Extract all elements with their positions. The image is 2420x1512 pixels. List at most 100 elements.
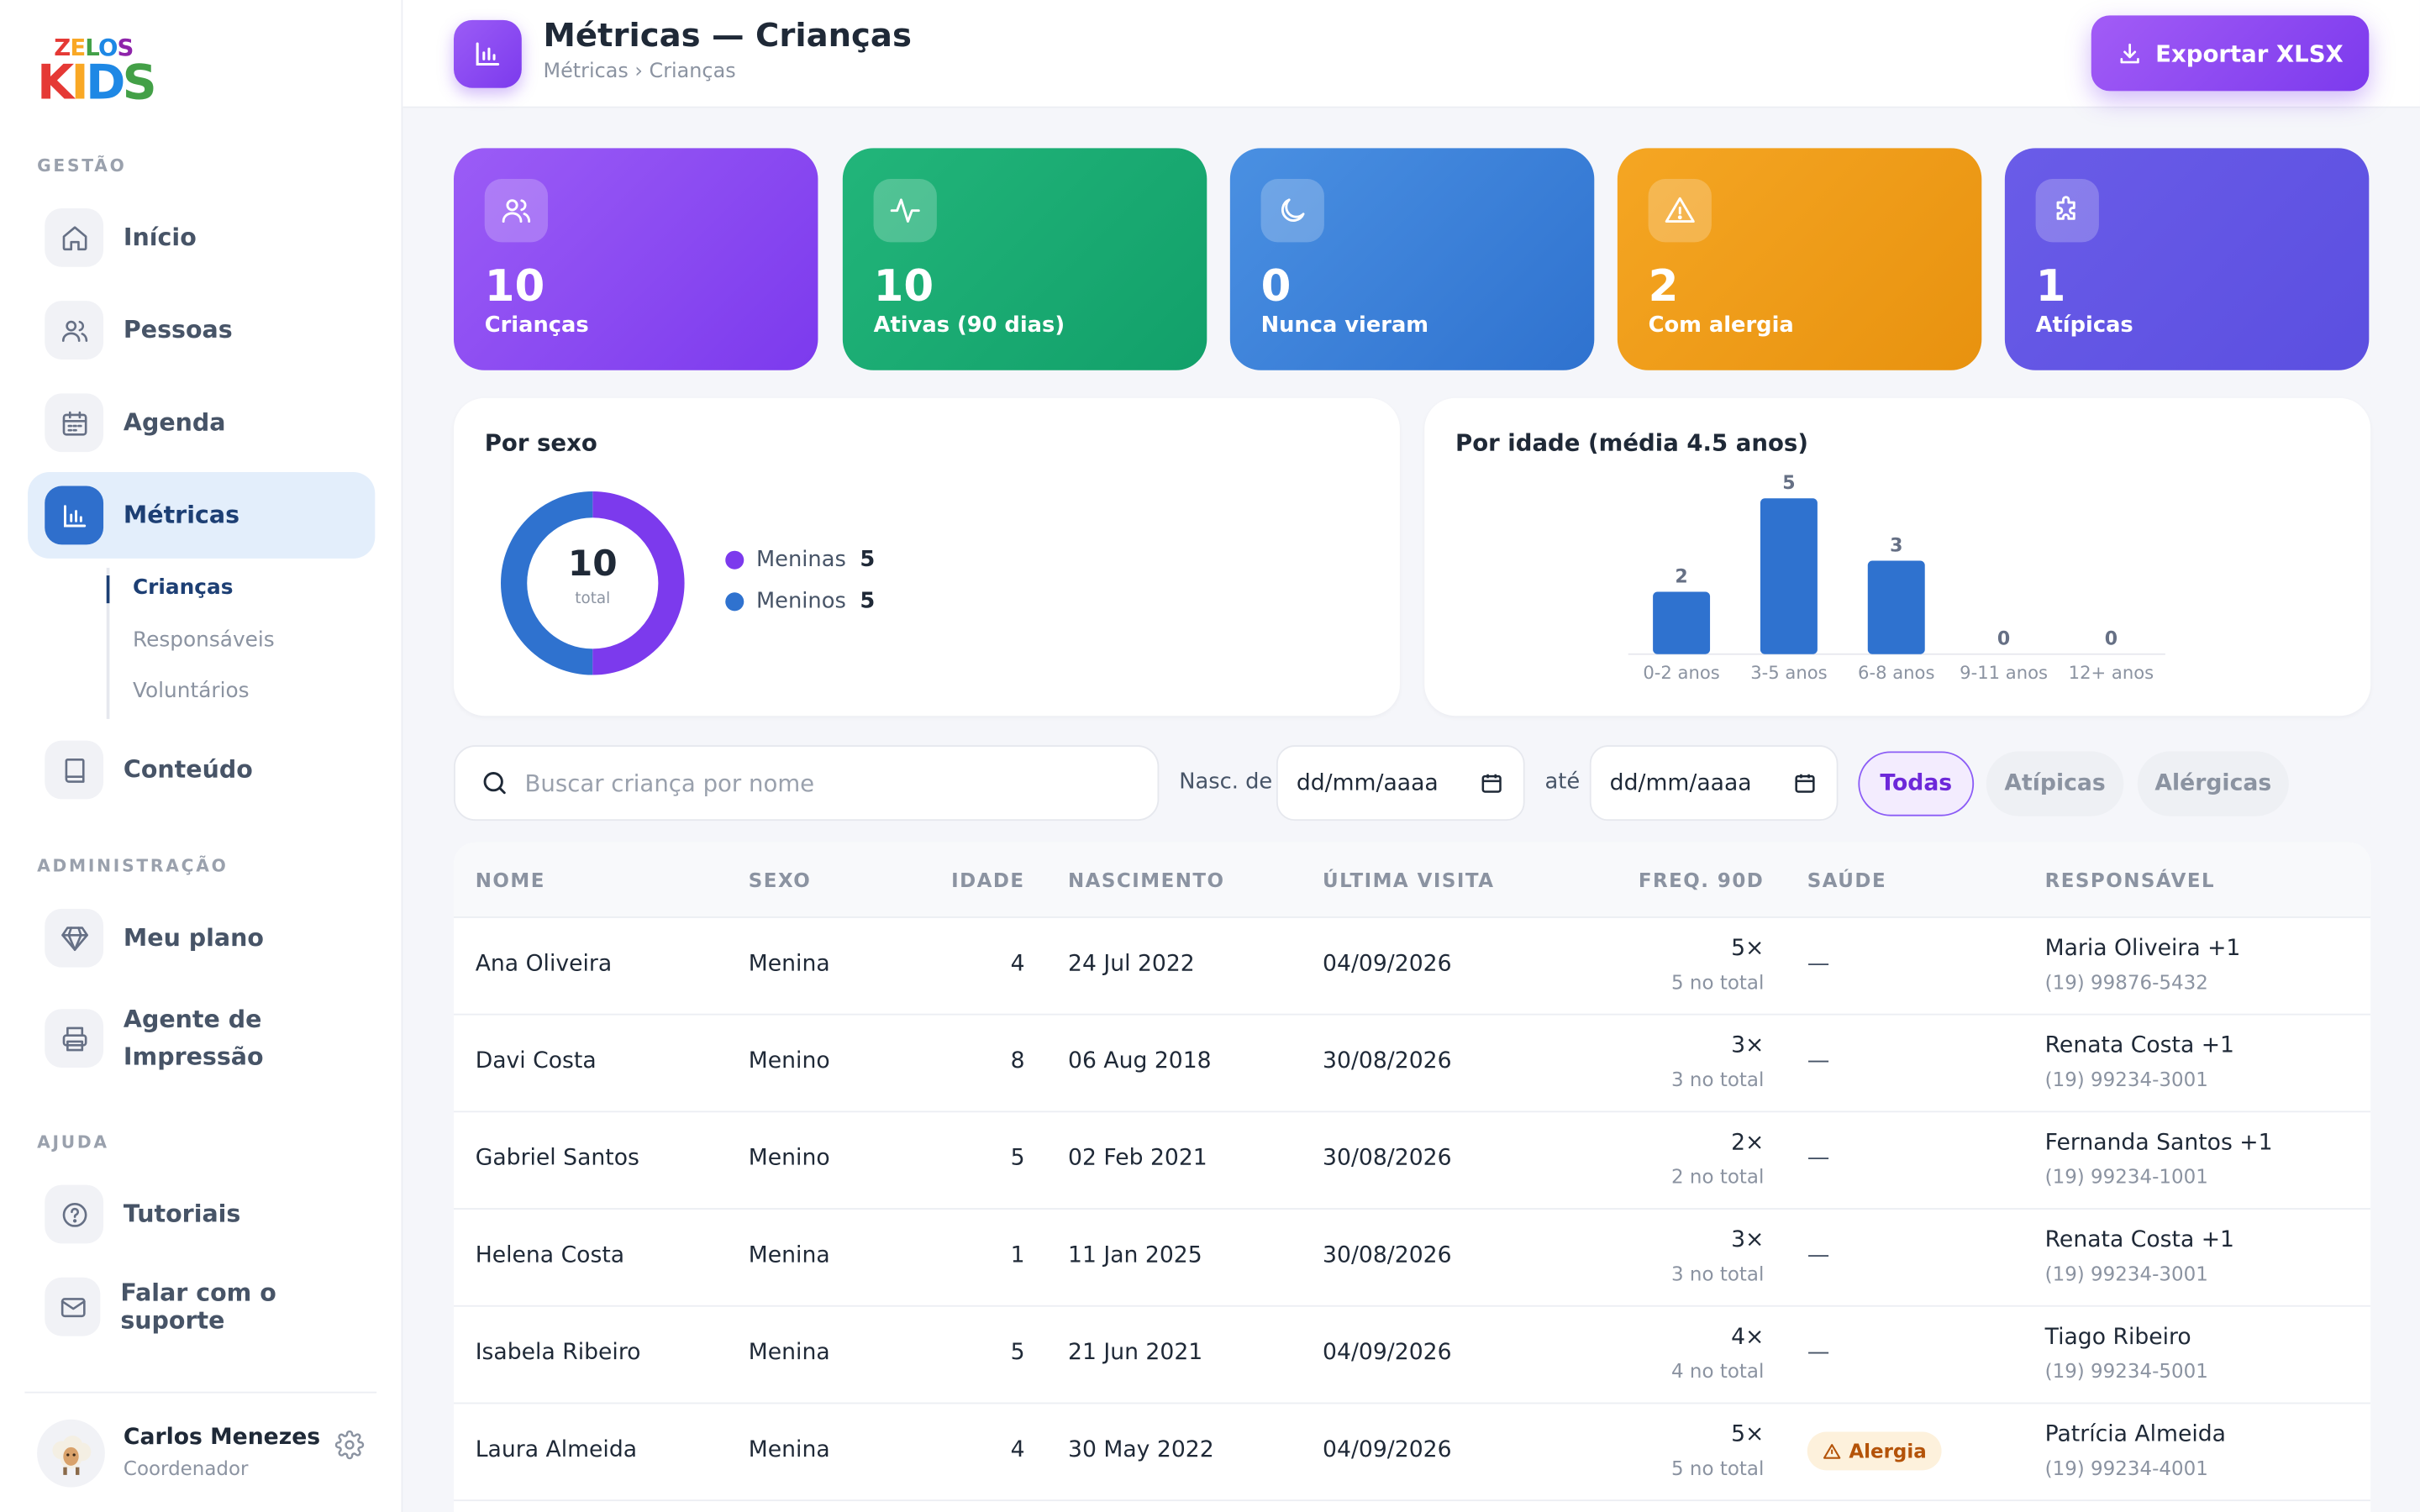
moon-icon bbox=[1260, 179, 1324, 243]
bar-value-label: 2 bbox=[1675, 567, 1687, 588]
logo-text-top: ZELOS bbox=[54, 34, 134, 62]
activity-icon bbox=[873, 179, 937, 243]
x-tick-label: 9-11 anos bbox=[1960, 662, 2048, 683]
cell-telefone: (19) 99234-3001 bbox=[2044, 1262, 2208, 1285]
cell-saude: — bbox=[1807, 1243, 1830, 1268]
book-icon bbox=[45, 740, 104, 800]
sidebar-item-tutoriais[interactable]: Tutoriais bbox=[28, 1171, 375, 1257]
cell-idade: 4 bbox=[1010, 1437, 1025, 1463]
topbar: Métricas — Crianças Métricas › Crianças … bbox=[402, 0, 2420, 108]
cell-sexo: Menina bbox=[748, 952, 830, 977]
subnav-item-voluntarios[interactable]: Voluntários bbox=[132, 679, 250, 704]
table-row[interactable]: Gabriel Santos Menino 5 02 Feb 2021 30/08/20… bbox=[453, 1112, 2371, 1210]
cell-responsavel: Tiago Ribeiro bbox=[2044, 1325, 2191, 1351]
gear-icon[interactable] bbox=[334, 1430, 365, 1466]
cell-freq: 2× bbox=[1731, 1131, 1765, 1156]
search-input[interactable] bbox=[524, 769, 1112, 797]
cell-ultima-visita: 04/09/2026 bbox=[1323, 1437, 1452, 1463]
export-xlsx-button[interactable]: Exportar XLSX bbox=[2091, 15, 2370, 92]
col-header-freq[interactable]: FREQ. 90D bbox=[1638, 869, 1765, 892]
stat-value: 1 bbox=[2035, 260, 2066, 312]
sidebar-item-agente-impressao[interactable]: Agente de Impressão bbox=[28, 995, 375, 1082]
table-row[interactable]: Laura Almeida Menina 4 30 May 2022 04/09/202… bbox=[453, 1404, 2371, 1502]
stat-label: Atípicas bbox=[2035, 312, 2133, 339]
cell-responsavel: Renata Costa +1 bbox=[2044, 1228, 2235, 1253]
date-from-input[interactable]: dd/mm/aaaa bbox=[1276, 745, 1525, 822]
cell-telefone: (19) 99234-3001 bbox=[2044, 1067, 2208, 1091]
date-to-input[interactable]: dd/mm/aaaa bbox=[1589, 745, 1839, 822]
cell-freq-total: 3 no total bbox=[1671, 1262, 1765, 1285]
bar-0-2-anos[interactable] bbox=[1653, 591, 1711, 654]
sidebar-item-pessoas[interactable]: Pessoas bbox=[28, 287, 375, 374]
chip-atipicas[interactable]: Atípicas bbox=[1986, 751, 2124, 816]
alert-triangle-icon bbox=[1648, 179, 1712, 243]
donut-total-value: 10 bbox=[567, 544, 618, 585]
date-to-label: até bbox=[1544, 769, 1581, 795]
help-circle-icon bbox=[45, 1184, 104, 1244]
printer-icon bbox=[45, 1009, 104, 1068]
x-tick-label: 6-8 anos bbox=[1858, 662, 1934, 683]
sidebar-item-meu-plano[interactable]: Meu plano bbox=[28, 895, 375, 981]
col-header-responsavel[interactable]: RESPONSÁVEL bbox=[2044, 869, 2216, 892]
subnav-item-criancas[interactable]: Crianças bbox=[132, 575, 234, 601]
cell-nome: Gabriel Santos bbox=[475, 1146, 639, 1172]
col-header-nascimento[interactable]: NASCIMENTO bbox=[1067, 869, 1225, 892]
cell-sexo: Menina bbox=[748, 1437, 830, 1463]
children-table: NOME SEXO IDADE NASCIMENTO ÚLTIMA VISITA… bbox=[453, 842, 2371, 1512]
panel-title: Por sexo bbox=[484, 428, 597, 457]
table-row[interactable]: Isabela Ribeiro Menina 5 21 Jun 2021 04/09/2… bbox=[453, 1307, 2371, 1404]
col-header-saude[interactable]: SAÚDE bbox=[1807, 869, 1887, 892]
table-row[interactable]: Ana Oliveira Menina 4 24 Jul 2022 04/09/2026… bbox=[453, 918, 2371, 1016]
section-label-ajuda: AJUDA bbox=[37, 1132, 109, 1153]
sidebar-item-label: Pessoas bbox=[123, 316, 233, 344]
legend-meninos: Meninos 5 bbox=[725, 590, 875, 614]
zelos-kids-logo[interactable]: ZELOS KIDS bbox=[34, 34, 157, 114]
search-icon bbox=[483, 772, 506, 795]
user-role: Coordenador bbox=[123, 1456, 249, 1480]
cell-responsavel: Fernanda Santos +1 bbox=[2044, 1131, 2273, 1156]
search-box[interactable] bbox=[453, 745, 1160, 822]
sidebar-item-conteudo[interactable]: Conteúdo bbox=[28, 727, 375, 813]
sidebar-item-agenda[interactable]: Agenda bbox=[28, 380, 375, 466]
bar-6-8-anos[interactable] bbox=[1867, 560, 1925, 654]
breadcrumb[interactable]: Métricas › Crianças bbox=[543, 60, 736, 84]
user-card[interactable]: Carlos Menezes Coordenador bbox=[24, 1391, 377, 1512]
bar-3-5-anos[interactable] bbox=[1760, 498, 1818, 654]
panel-title: Por idade (média 4.5 anos) bbox=[1455, 428, 1808, 457]
stat-value: 10 bbox=[873, 260, 934, 312]
col-header-sexo[interactable]: SEXO bbox=[748, 869, 812, 892]
cell-saude: — bbox=[1807, 1341, 1830, 1366]
chip-alergicas[interactable]: Alérgicas bbox=[2137, 751, 2289, 816]
sidebar-item-metricas[interactable]: Métricas bbox=[28, 472, 376, 559]
x-tick-label: 12+ anos bbox=[2069, 662, 2154, 683]
cell-saude: — bbox=[1807, 952, 1830, 977]
stat-value: 2 bbox=[1648, 260, 1679, 312]
stat-value: 0 bbox=[1260, 260, 1292, 312]
cell-idade: 4 bbox=[1010, 952, 1025, 977]
avatar bbox=[37, 1418, 105, 1487]
cell-telefone: (19) 99234-4001 bbox=[2044, 1456, 2208, 1480]
table-row[interactable]: Davi Costa Menino 8 06 Aug 2018 30/08/2026 3×… bbox=[453, 1016, 2371, 1113]
calendar-icon[interactable] bbox=[1793, 771, 1817, 795]
main-content: Métricas — Crianças Métricas › Crianças … bbox=[402, 0, 2420, 1512]
table-row[interactable]: Helena Costa Menina 1 11 Jan 2025 30/08/2026… bbox=[453, 1210, 2371, 1307]
legend-dot-meninas bbox=[725, 550, 744, 570]
home-icon bbox=[45, 207, 104, 267]
calendar-icon[interactable] bbox=[1480, 771, 1503, 795]
sidebar-item-inicio[interactable]: Início bbox=[28, 194, 375, 281]
cell-freq: 3× bbox=[1731, 1033, 1765, 1058]
chip-todas[interactable]: Todas bbox=[1858, 751, 1975, 816]
sidebar-item-suporte[interactable]: Falar com o suporte bbox=[28, 1263, 375, 1350]
col-header-nome[interactable]: NOME bbox=[475, 869, 545, 892]
cell-idade: 8 bbox=[1010, 1048, 1025, 1074]
cell-ultima-visita: 30/08/2026 bbox=[1323, 1048, 1452, 1074]
bar-value-label: 0 bbox=[2105, 629, 2118, 650]
page-title: Métricas — Crianças bbox=[543, 17, 912, 55]
col-header-ultima-visita[interactable]: ÚLTIMA VISITA bbox=[1323, 869, 1495, 892]
subnav-item-responsaveis[interactable]: Responsáveis bbox=[132, 627, 275, 653]
sidebar-item-label-line1: Agente de bbox=[123, 1005, 262, 1034]
bar-value-label: 5 bbox=[1782, 473, 1795, 494]
cell-freq: 4× bbox=[1731, 1325, 1765, 1351]
legend-label: Meninas bbox=[755, 548, 846, 573]
col-header-idade[interactable]: IDADE bbox=[951, 869, 1025, 892]
